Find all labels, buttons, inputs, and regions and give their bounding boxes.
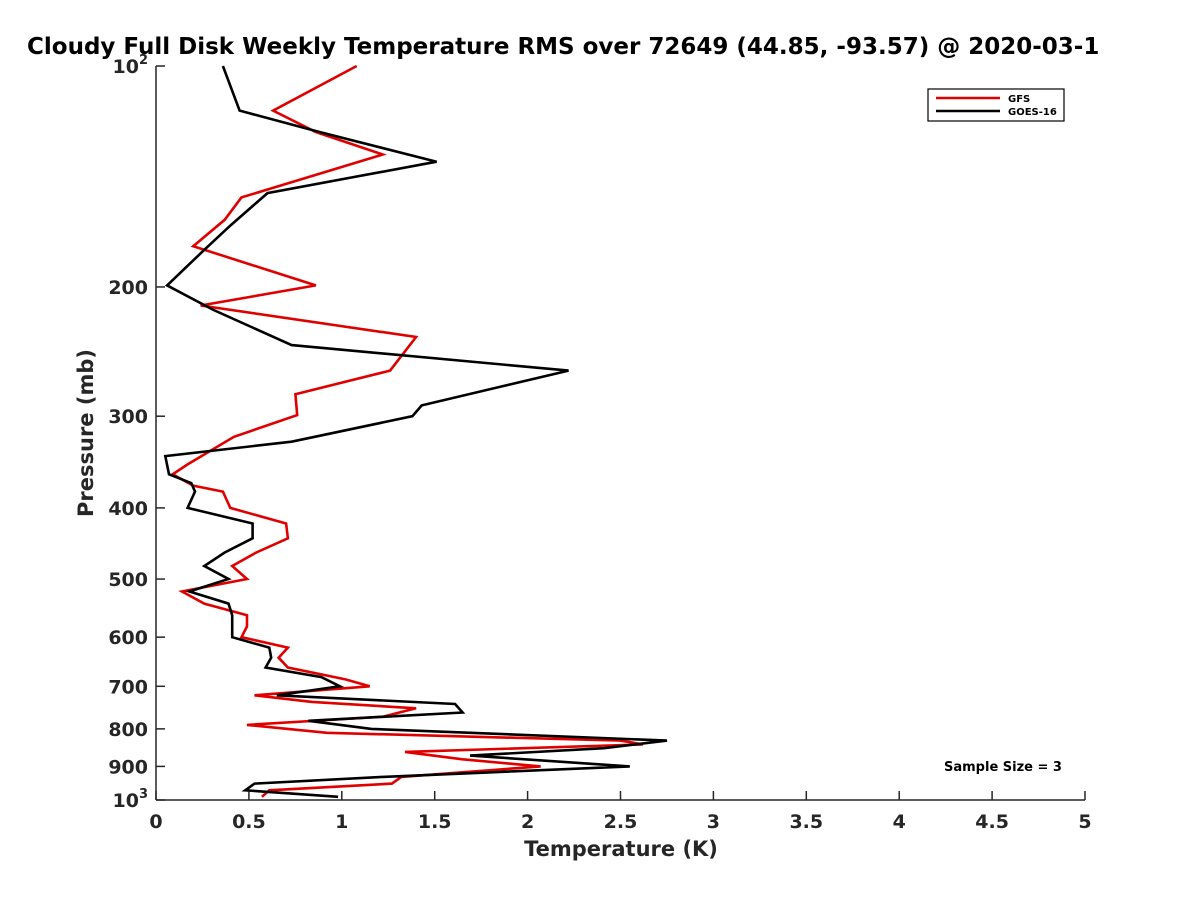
series-line-goes-16: [163, 65, 668, 799]
y-tick-label: 200: [108, 277, 148, 299]
series-line-gfs: [170, 64, 644, 798]
legend: GFS GOES-16: [927, 88, 1065, 122]
x-ticks: 0 0.5 1 1.5 2 2.5 3 3.5 4 4.5 5: [149, 791, 1092, 833]
plot-series: [163, 64, 668, 799]
x-tick-label: 0: [149, 811, 162, 833]
x-tick-label: 5: [1078, 811, 1091, 833]
y-tick-label: 300: [108, 406, 148, 428]
y-axis-label: Pressure (mb): [74, 349, 98, 517]
x-tick-label: 3: [707, 811, 720, 833]
x-tick-label: 4: [893, 811, 906, 833]
x-tick-label: 2.5: [604, 811, 638, 833]
y-ticks: 102 200 300 400 500 600 700 800 900 103: [108, 53, 165, 812]
y-tick-label: 400: [108, 498, 148, 520]
x-tick-label: 3.5: [789, 811, 823, 833]
legend-entry-label: GFS: [1008, 94, 1030, 105]
y-tick-label: 900: [108, 756, 148, 778]
x-tick-label: 1: [335, 811, 348, 833]
x-tick-label: 1.5: [418, 811, 452, 833]
x-tick-label: 2: [521, 811, 534, 833]
y-tick-label: 700: [108, 676, 148, 698]
legend-box: [927, 88, 1065, 122]
sample-size-annotation: Sample Size = 3: [944, 760, 1062, 775]
y-tick-label: 103: [113, 787, 149, 812]
y-tick-label: 600: [108, 627, 148, 649]
y-tick-label: 102: [113, 53, 149, 78]
y-tick-label: 800: [108, 719, 148, 741]
chart-title: Cloudy Full Disk Weekly Temperature RMS …: [27, 34, 1099, 60]
x-tick-label: 0.5: [232, 811, 266, 833]
x-tick-label: 4.5: [975, 811, 1009, 833]
legend-entry-label: GOES-16: [1008, 107, 1057, 118]
y-tick-label: 500: [108, 569, 148, 591]
x-axis-label: Temperature (K): [524, 837, 718, 861]
axes: [155, 66, 1085, 801]
